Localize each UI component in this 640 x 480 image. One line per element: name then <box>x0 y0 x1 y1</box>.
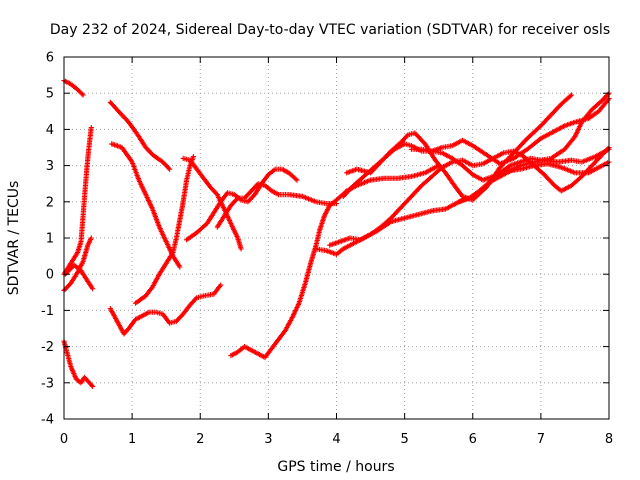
y-tick-label: 6 <box>46 51 54 66</box>
y-tick-label: 1 <box>46 232 54 247</box>
grid-lines <box>64 57 609 419</box>
y-tick-label: 3 <box>46 159 54 174</box>
x-tick-label: 2 <box>196 432 204 447</box>
x-tick-label: 8 <box>605 432 613 447</box>
series-trace-1 <box>61 77 86 98</box>
series-trace-13 <box>228 163 442 361</box>
x-tick-label: 7 <box>537 432 545 447</box>
series-trace-17 <box>344 92 575 203</box>
x-tick-label: 6 <box>469 432 477 447</box>
x-tick-label: 4 <box>332 432 340 447</box>
x-tick-label: 3 <box>264 432 272 447</box>
x-axis-label: GPS time / hours <box>277 459 394 475</box>
series-trace-3 <box>61 125 94 277</box>
series-trace-10 <box>180 155 244 252</box>
series-trace-19 <box>456 90 612 205</box>
y-tick-label: -3 <box>41 376 54 391</box>
y-tick-label: 5 <box>46 87 54 102</box>
series-trace-12 <box>214 181 340 230</box>
series-trace-18 <box>408 96 612 167</box>
y-axis-label: SDTVAR / TECUs <box>6 181 22 296</box>
x-tick-label: 0 <box>60 432 68 447</box>
x-tick-labels: 0 1 2 3 4 5 6 7 8 <box>60 432 613 447</box>
axis-ticks <box>63 56 610 420</box>
x-tick-label: 1 <box>128 432 136 447</box>
y-tick-label: 4 <box>46 123 54 138</box>
y-tick-label: -2 <box>41 340 54 355</box>
y-tick-labels: -4 -3 -2 -1 0 1 2 3 4 5 6 <box>41 51 54 428</box>
y-tick-label: 0 <box>46 268 54 283</box>
y-tick-label: -4 <box>41 413 54 428</box>
series-trace-8 <box>107 282 224 337</box>
series-trace-9 <box>132 154 196 306</box>
chart-title: Day 232 of 2024, Sidereal Day-to-day VTE… <box>50 22 610 38</box>
series-trace-16 <box>340 141 612 199</box>
series-trace-11 <box>184 166 300 243</box>
series-trace-6 <box>107 99 173 172</box>
y-tick-label: 2 <box>46 195 54 210</box>
y-tick-label: -1 <box>41 304 54 319</box>
x-tick-label: 5 <box>400 432 408 447</box>
